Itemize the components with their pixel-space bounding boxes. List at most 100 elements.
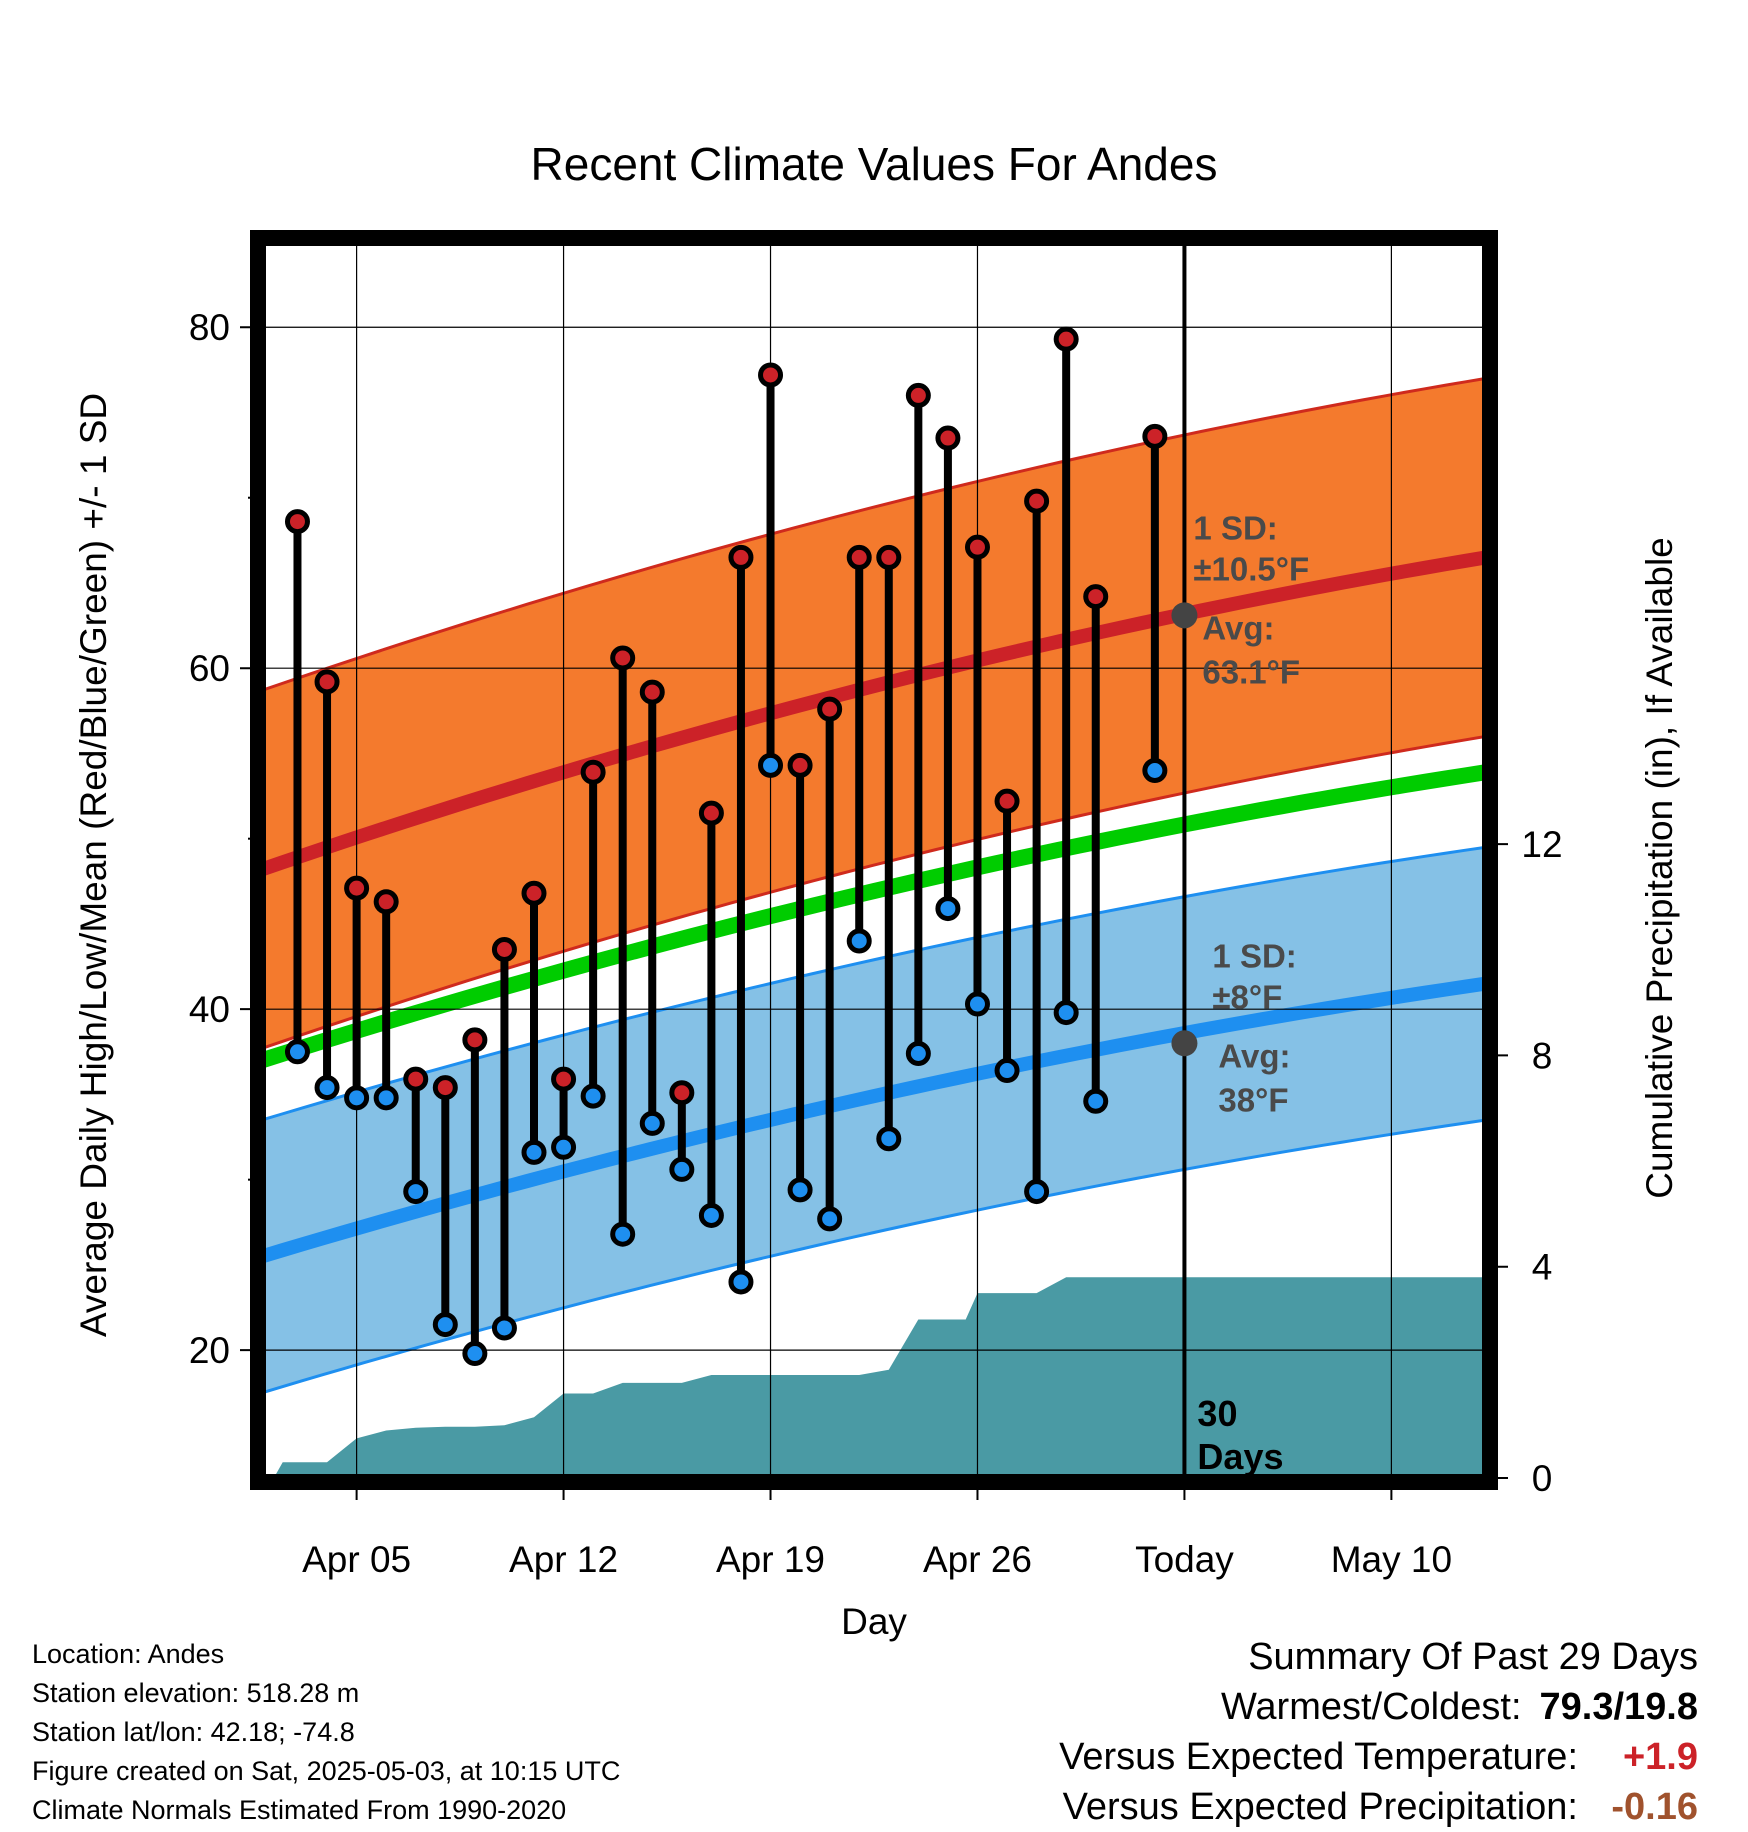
normal-mean-line [262,764,1486,1068]
daily-high-point [817,696,843,722]
daily-high-point [491,937,517,963]
y-axis-left-label: Average Daily High/Low/Mean (Red/Blue/Gr… [73,393,114,1337]
daily-low-point [373,1085,399,1111]
y-right-tick-label: 4 [1532,1247,1553,1288]
daily-low-point [551,1134,577,1160]
daily-low-point [787,1177,813,1203]
avg-high-marker [1171,602,1198,629]
precip-departure-value: -0.16 [1611,1786,1698,1828]
daily-high-point [551,1066,577,1092]
daily-high-point [521,880,547,906]
daily-high-point [964,534,990,560]
y-left-tick-label: 20 [189,1330,230,1371]
daily-high-point [432,1075,458,1101]
avg-low-marker [1171,1030,1198,1057]
daily-high-point [876,544,902,570]
daily-low-point [698,1202,724,1228]
daily-low-point [314,1075,340,1101]
daily-low-point [758,752,784,778]
daily-low-point [639,1110,665,1136]
daily-low-point [728,1269,754,1295]
warm-cold-row: Warmest/Coldest: 79.3/19.8 [1059,1682,1698,1732]
y-right-tick-label: 12 [1521,824,1562,865]
daily-low-point [491,1315,517,1341]
created-text: Figure created on Sat, 2025-05-03, at 10… [32,1756,621,1786]
daily-high-point [758,362,784,388]
temp-departure-value: +1.9 [1622,1736,1698,1778]
y-right-tick-label: 0 [1532,1458,1553,1499]
elevation-text: Station elevation: 518.28 m [32,1678,360,1708]
daily-high-point [728,544,754,570]
warm-cold-value: 79.3/19.8 [1539,1686,1698,1728]
daily-low-point [1142,757,1168,783]
station-info: Location: Andes Station elevation: 518.2… [32,1635,620,1830]
daily-high-point [610,645,636,671]
daily-high-point [284,509,310,535]
x-tick-label: Apr 19 [716,1539,825,1580]
chart-title: Recent Climate Values For Andes [531,138,1218,190]
x-tick-label: Apr 26 [923,1539,1032,1580]
plot-area [262,242,1486,1478]
daily-low-point [846,928,872,954]
daily-low-point [905,1040,931,1066]
low-sd-band-lower-edge [262,1118,1486,1395]
high-sd-band-lower-edge [262,734,1486,1050]
daily-low-point [1083,1088,1109,1114]
low-sd-band-upper-edge [262,845,1486,1122]
x-axis-label: Day [841,1601,907,1642]
daily-low-point [1053,1000,1079,1026]
low-sd-band [262,847,1486,1393]
x-tick-label: Apr 12 [509,1539,618,1580]
daily-high-point [462,1027,488,1053]
daily-high-point [344,875,370,901]
daily-high-point [1053,326,1079,352]
daily-high-point [1024,488,1050,514]
summary-title: Summary Of Past 29 Days [1248,1636,1698,1678]
daily-low-point [462,1341,488,1367]
low-avg-annotation: Avg: 38°F [1218,1037,1290,1118]
daily-low-point [610,1221,636,1247]
daily-high-point [846,544,872,570]
x-tick-label: Today [1135,1539,1234,1580]
normals-text: Climate Normals Estimated From 1990-2020 [32,1795,567,1825]
low-sd-annotation: 1 SD: ±8°F [1212,937,1296,1015]
daily-high-point [403,1066,429,1092]
daily-low-point [580,1083,606,1109]
temp-departure-label: Versus Expected Temperature: [1059,1736,1578,1778]
precip-departure-row: Versus Expected Precipitation: -0.16 [1059,1782,1698,1832]
daily-high-point [905,382,931,408]
summary-panel: Summary Of Past 29 Days Warmest/Coldest:… [1059,1632,1698,1832]
location-text: Location: Andes [32,1639,225,1669]
today-days-label: 30 Days [1197,1393,1283,1477]
daily-low-point [403,1179,429,1205]
plot-frame [250,230,1498,1490]
daily-high-point [580,759,606,785]
normal-high-line [262,550,1486,876]
daily-high-point [314,669,340,695]
daily-high-point [787,752,813,778]
daily-low-point [432,1312,458,1338]
y-left-tick-label: 40 [189,989,230,1030]
daily-low-point [669,1156,695,1182]
warm-cold-label: Warmest/Coldest: [1220,1686,1522,1728]
high-sd-band-upper-edge [262,376,1486,692]
x-tick-label: Apr 05 [302,1539,411,1580]
daily-high-point [669,1080,695,1106]
daily-high-point [639,679,665,705]
daily-low-point [817,1206,843,1232]
high-avg-annotation: Avg: 63.1°F [1202,609,1300,690]
y-axis-right-label: Cumulative Precipitation (in), If Availa… [1639,537,1680,1199]
daily-low-point [1024,1179,1050,1205]
daily-high-point [698,800,724,826]
y-left-tick-label: 60 [189,648,230,689]
daily-low-point [344,1085,370,1111]
daily-high-point [1083,584,1109,610]
daily-high-point [1142,423,1168,449]
precip-departure-label: Versus Expected Precipitation: [1062,1786,1578,1828]
daily-low-point [964,991,990,1017]
high-sd-band [262,378,1486,1049]
daily-low-point [284,1039,310,1065]
daily-high-point [994,788,1020,814]
y-right-tick-label: 8 [1532,1035,1553,1076]
